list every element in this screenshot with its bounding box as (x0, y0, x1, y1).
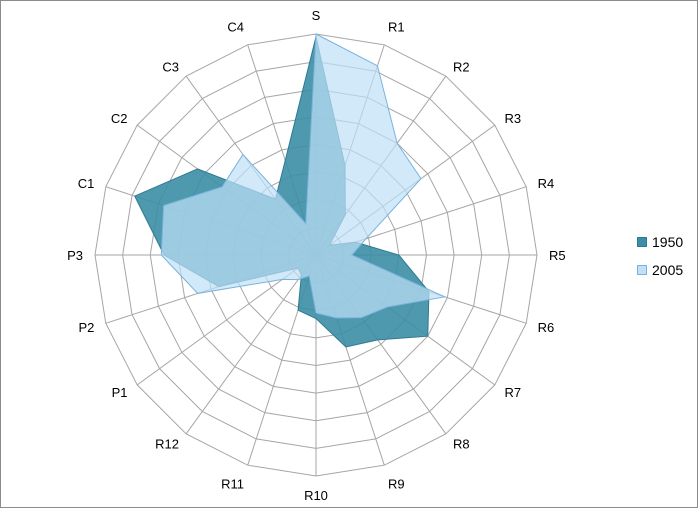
legend: 1950 2005 (637, 233, 683, 289)
category-label-R6: R6 (538, 320, 555, 335)
legend-swatch-2005 (637, 265, 647, 275)
category-label-R4: R4 (538, 176, 555, 191)
category-label-R2: R2 (453, 59, 470, 74)
radar-series (134, 33, 447, 348)
category-label-R9: R9 (388, 477, 405, 492)
category-label-C3: C3 (162, 59, 179, 74)
category-label-R3: R3 (505, 111, 522, 126)
category-label-R7: R7 (505, 385, 522, 400)
series-area-2005 (160, 33, 447, 319)
category-label-P3: P3 (67, 248, 83, 263)
legend-item-1950: 1950 (637, 233, 683, 251)
category-label-C1: C1 (78, 176, 95, 191)
legend-label-1950: 1950 (652, 234, 684, 250)
category-label-R1: R1 (388, 19, 405, 34)
category-label-R8: R8 (453, 437, 470, 452)
legend-label-2005: 2005 (652, 262, 684, 278)
legend-swatch-1950 (637, 237, 647, 247)
legend-item-2005: 2005 (637, 261, 683, 279)
category-label-R12: R12 (155, 437, 179, 452)
category-label-S: S (312, 8, 321, 23)
category-label-C2: C2 (111, 111, 128, 126)
category-label-R11: R11 (221, 477, 244, 492)
category-label-R10: R10 (304, 488, 328, 503)
category-labels: S R1 R2 R3 R4 R5 R6 R7 R8 R9 R10 R11 R12 P1 P2 P3 C1 C2 C3… (67, 8, 566, 503)
spoke-R12 (185, 254, 317, 435)
category-label-P2: P2 (78, 320, 94, 335)
category-label-R5: R5 (549, 248, 566, 263)
category-label-P1: P1 (112, 385, 128, 400)
category-label-C4: C4 (227, 19, 244, 34)
